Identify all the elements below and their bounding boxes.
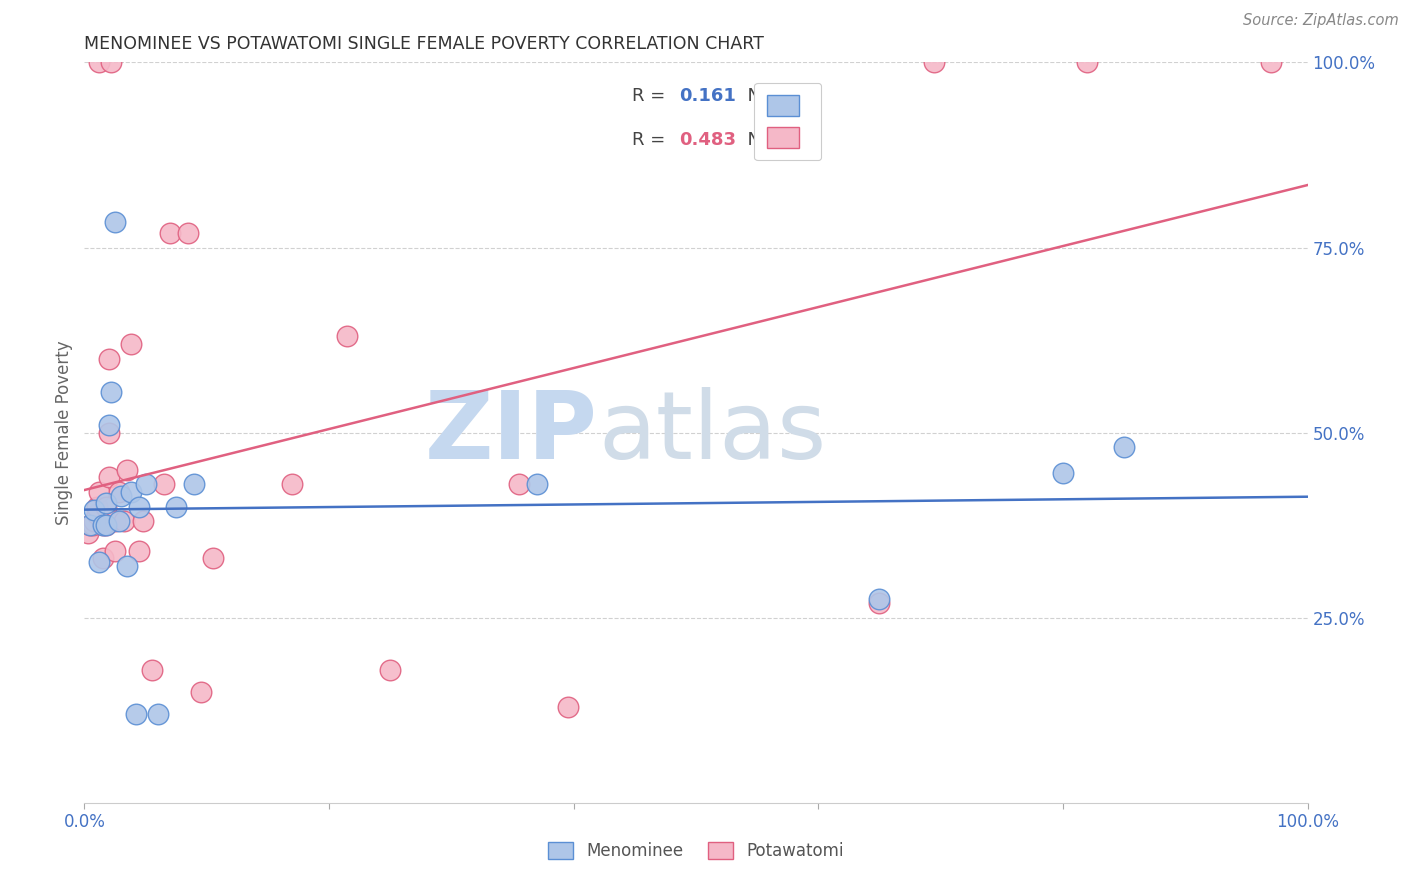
Point [91, 551, 114, 566]
Point [120, 336, 142, 351]
Point [190, 685, 212, 699]
Point [1076, 55, 1098, 70]
Point [869, 596, 891, 610]
Point [104, 214, 127, 228]
Point [97, 418, 120, 433]
Point [104, 515, 127, 529]
Text: Source: ZipAtlas.com: Source: ZipAtlas.com [1243, 13, 1399, 29]
Point [79, 518, 101, 533]
Point [97, 470, 120, 484]
Text: 0.161: 0.161 [679, 87, 735, 104]
Point [97, 425, 120, 440]
Point [380, 663, 402, 677]
Point [1052, 467, 1074, 481]
Point [115, 558, 138, 573]
Point [96, 518, 118, 533]
Text: 0.483: 0.483 [679, 131, 735, 149]
Legend: Menominee, Potawatomi: Menominee, Potawatomi [540, 834, 852, 869]
Point [91, 518, 114, 533]
Point [183, 477, 205, 491]
Point [159, 226, 181, 240]
Point [110, 489, 132, 503]
Point [526, 477, 548, 491]
Point [125, 706, 148, 721]
Point [869, 592, 891, 607]
Text: R =: R = [633, 131, 671, 149]
Point [107, 484, 129, 499]
Point [87, 55, 110, 70]
Point [100, 384, 122, 399]
Point [96, 518, 118, 533]
Text: R =: R = [633, 87, 671, 104]
Point [87, 484, 110, 499]
Text: MENOMINEE VS POTAWATOMI SINGLE FEMALE POVERTY CORRELATION CHART: MENOMINEE VS POTAWATOMI SINGLE FEMALE PO… [84, 35, 765, 53]
Point [281, 477, 304, 491]
Point [96, 496, 118, 510]
Point [336, 329, 359, 343]
Point [112, 515, 135, 529]
Point [153, 477, 176, 491]
Point [104, 544, 127, 558]
Point [135, 477, 157, 491]
Point [79, 518, 101, 533]
Text: ZIP: ZIP [425, 386, 598, 479]
Point [100, 55, 122, 70]
Point [1260, 55, 1282, 70]
Point [132, 515, 155, 529]
Point [82, 518, 104, 533]
Point [1114, 441, 1136, 455]
Point [146, 706, 169, 721]
Point [128, 544, 150, 558]
Text: N =: N = [737, 87, 787, 104]
Point [141, 663, 163, 677]
Point [107, 515, 129, 529]
Text: atlas: atlas [598, 386, 827, 479]
Point [86, 507, 108, 521]
Point [87, 555, 110, 569]
Point [97, 351, 120, 366]
Point [201, 551, 224, 566]
Text: N =: N = [737, 131, 787, 149]
Point [83, 503, 105, 517]
Point [165, 500, 187, 514]
Y-axis label: Single Female Poverty: Single Female Poverty [55, 341, 73, 524]
Point [86, 500, 108, 514]
Text: 39: 39 [792, 131, 817, 149]
Point [508, 477, 530, 491]
Point [924, 55, 946, 70]
Point [120, 484, 142, 499]
Point [177, 226, 200, 240]
Point [91, 518, 114, 533]
Point [557, 699, 579, 714]
Point [96, 500, 118, 514]
Point [115, 462, 138, 476]
Point [83, 515, 105, 529]
Point [128, 500, 150, 514]
Point [77, 525, 100, 540]
Text: 23: 23 [792, 87, 817, 104]
